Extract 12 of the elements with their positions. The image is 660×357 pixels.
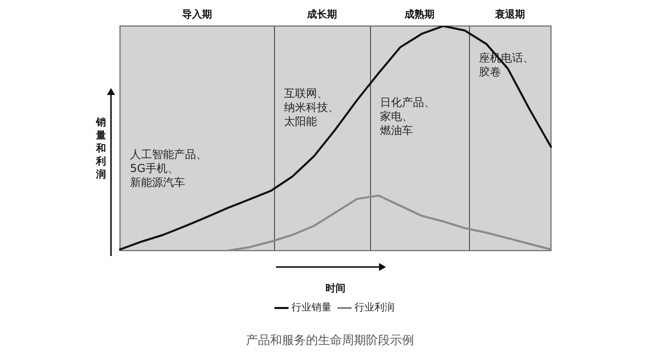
legend-label: 行业利润	[354, 302, 394, 314]
annotation: 互联网、纳米科技、太阳能	[284, 87, 339, 128]
legend-label: 行业销量	[292, 302, 332, 314]
text: 产品和服务的生命周期阶段示例	[246, 333, 414, 348]
annotation: 人工智能产品、5G手机、新能源汽车	[130, 148, 207, 189]
text: 成熟期	[404, 8, 435, 21]
text: 衰退期	[494, 8, 526, 21]
text: 导入期	[182, 8, 212, 21]
x-axis-title: 时间	[326, 282, 346, 295]
annotation: 日化产品、家电、燃油车	[380, 96, 435, 138]
y-axis-title: 销量和利润	[95, 116, 106, 181]
text: 成长期	[306, 8, 337, 21]
